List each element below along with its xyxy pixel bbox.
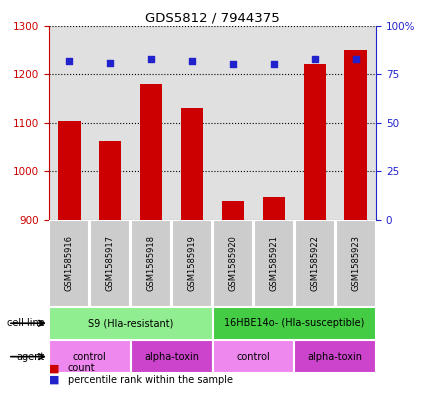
Bar xyxy=(253,26,294,220)
Text: agent: agent xyxy=(17,352,45,362)
Bar xyxy=(131,340,212,373)
Text: ■: ■ xyxy=(49,375,60,385)
Text: cell line: cell line xyxy=(7,318,45,328)
Text: GSM1585923: GSM1585923 xyxy=(351,235,360,291)
Bar xyxy=(49,340,131,373)
Bar xyxy=(49,220,89,307)
Title: GDS5812 / 7944375: GDS5812 / 7944375 xyxy=(145,11,280,24)
Text: alpha-toxin: alpha-toxin xyxy=(144,352,199,362)
Bar xyxy=(295,220,335,307)
Point xyxy=(270,61,277,68)
Text: GSM1585917: GSM1585917 xyxy=(106,235,115,291)
Bar xyxy=(140,84,162,393)
Bar xyxy=(90,26,130,220)
Bar xyxy=(49,307,212,340)
Bar xyxy=(172,26,212,220)
Bar xyxy=(263,197,285,393)
Bar xyxy=(336,220,376,307)
Bar xyxy=(294,26,335,220)
Point xyxy=(352,55,359,62)
Bar xyxy=(344,50,367,393)
Text: GSM1585920: GSM1585920 xyxy=(229,235,238,291)
Bar xyxy=(213,220,253,307)
Text: GSM1585916: GSM1585916 xyxy=(65,235,74,291)
Text: GSM1585919: GSM1585919 xyxy=(187,235,196,291)
Bar xyxy=(212,340,294,373)
Text: control: control xyxy=(237,352,270,362)
Text: GSM1585918: GSM1585918 xyxy=(147,235,156,291)
Bar xyxy=(99,141,122,393)
Bar xyxy=(212,307,376,340)
Text: 16HBE14o- (Hla-susceptible): 16HBE14o- (Hla-susceptible) xyxy=(224,318,365,328)
Text: ■: ■ xyxy=(49,363,60,373)
Text: control: control xyxy=(73,352,107,362)
Bar xyxy=(172,220,212,307)
Bar xyxy=(130,26,172,220)
Text: GSM1585922: GSM1585922 xyxy=(310,235,319,291)
Point xyxy=(312,55,318,62)
Text: GSM1585921: GSM1585921 xyxy=(269,235,278,291)
Bar xyxy=(294,340,376,373)
Point xyxy=(230,61,236,68)
Bar xyxy=(58,121,81,393)
Text: count: count xyxy=(68,363,96,373)
Text: S9 (Hla-resistant): S9 (Hla-resistant) xyxy=(88,318,173,328)
Bar xyxy=(49,26,90,220)
Text: alpha-toxin: alpha-toxin xyxy=(308,352,363,362)
Bar xyxy=(212,26,253,220)
Point xyxy=(66,57,73,64)
Point xyxy=(189,57,196,64)
Text: percentile rank within the sample: percentile rank within the sample xyxy=(68,375,233,385)
Point xyxy=(107,59,113,66)
Bar xyxy=(131,220,171,307)
Bar xyxy=(303,64,326,393)
Bar xyxy=(222,200,244,393)
Bar xyxy=(254,220,294,307)
Bar xyxy=(90,220,130,307)
Bar xyxy=(181,108,203,393)
Point xyxy=(148,55,155,62)
Bar xyxy=(335,26,376,220)
